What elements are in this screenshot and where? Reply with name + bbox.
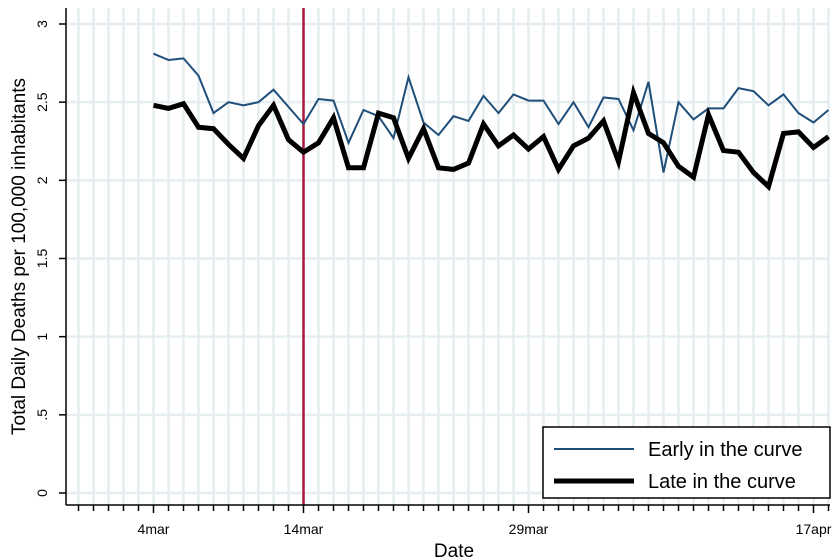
series-line-early-in-the-curve — [153, 52, 830, 173]
y-tick-label: 1 — [34, 333, 50, 341]
legend-label-late: Late in the curve — [648, 471, 796, 493]
y-axis-title: Total Daily Deaths per 100,000 inhabitan… — [9, 78, 30, 435]
y-tick-label: 3 — [34, 20, 50, 28]
series-line-late-in-the-curve — [152, 83, 830, 192]
legend: Early in the curve Late in the curve — [542, 426, 831, 499]
y-tick-label: 2 — [34, 176, 50, 184]
x-tick-label: 14mar — [284, 521, 324, 537]
grid-lines — [66, 8, 830, 505]
y-tick-label: 0 — [34, 489, 50, 497]
y-tick-label: .5 — [34, 409, 50, 421]
x-axis-title: Date — [434, 541, 474, 560]
y-tick-label: 1.5 — [34, 249, 50, 269]
x-ticks: 4mar 14mar 29mar 17apr — [77, 505, 832, 537]
x-tick-label: 29mar — [509, 521, 549, 537]
axes: 0 .5 1 1.5 2 2.5 3 4mar 14mar 29mar 17apr — [34, 8, 832, 537]
y-ticks: 0 .5 1 1.5 2 2.5 3 — [34, 20, 66, 497]
legend-box — [542, 426, 831, 499]
y-tick-label: 2.5 — [34, 92, 50, 112]
series-lines — [152, 52, 830, 192]
x-tick-label: 4mar — [138, 521, 170, 537]
x-tick-label: 17apr — [796, 521, 832, 537]
legend-label-early: Early in the curve — [648, 439, 803, 461]
